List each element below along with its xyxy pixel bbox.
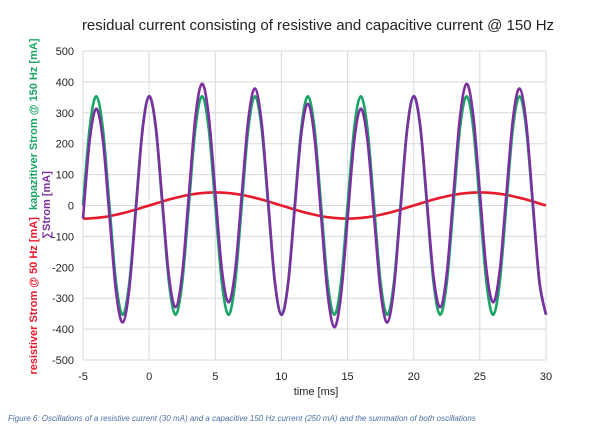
y-tick-label: -200 xyxy=(52,262,74,274)
y-axis-ticks: -500 -400 -300 -200 -100 0 100 200 300 400 500 xyxy=(52,46,74,367)
y-label-sum: ∑Strom [mA] xyxy=(41,171,53,239)
y-tick-label: -400 xyxy=(52,324,74,336)
y-tick-label: 500 xyxy=(56,46,74,58)
x-tick-label: 10 xyxy=(275,371,287,383)
y-label-resistive: resistiver Strom @ 50 Hz [mA] xyxy=(28,217,40,375)
x-tick-label: -5 xyxy=(78,371,88,383)
x-axis-label: time [ms] xyxy=(294,386,339,398)
y-tick-label: 100 xyxy=(56,170,74,182)
y-tick-label: -100 xyxy=(52,231,74,243)
x-tick-label: 0 xyxy=(146,371,152,383)
y-tick-label: 400 xyxy=(56,77,74,89)
y-tick-label: -500 xyxy=(52,355,74,367)
chart-title: residual current consisting of resistive… xyxy=(82,17,554,34)
series-sum xyxy=(81,82,548,329)
y-tick-label: 300 xyxy=(56,108,74,120)
x-tick-label: 5 xyxy=(212,371,218,383)
series-layer xyxy=(81,82,548,329)
x-tick-label: 20 xyxy=(408,371,420,383)
y-tick-label: 0 xyxy=(68,201,74,213)
y-tick-label: 200 xyxy=(56,139,74,151)
x-axis-ticks: -5 0 5 10 15 20 25 30 xyxy=(78,371,552,383)
series-resistive-50hz xyxy=(82,191,547,220)
figure-caption: Figure 6: Oscillations of a resistive cu… xyxy=(8,414,476,423)
y-label-capacitive: kapazitiver Strom @ 150 Hz [mA] xyxy=(28,38,40,210)
y-axis-label: resistiver Strom @ 50 Hz [mA] kapazitive… xyxy=(28,35,53,374)
x-tick-label: 15 xyxy=(341,371,353,383)
chart: residual current consisting of resistive… xyxy=(28,17,554,398)
y-tick-label: -300 xyxy=(52,293,74,305)
x-tick-label: 30 xyxy=(540,371,552,383)
x-tick-label: 25 xyxy=(474,371,486,383)
